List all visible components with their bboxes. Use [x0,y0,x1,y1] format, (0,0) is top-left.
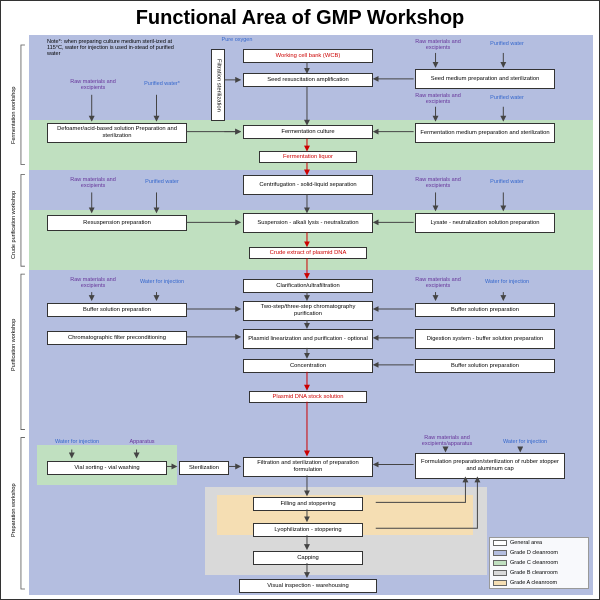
node-wcb: Working cell bank (WCB) [243,49,373,63]
diagram: Fermentation workshop Crude purification… [7,35,593,593]
rawapp-1: Raw materials and excipients/apparatus [407,435,487,447]
raw-1: Raw materials and excipients [407,39,469,51]
section-crude: Crude purification workshop [11,180,17,270]
node-formulation: Formulation preparation/sterilization of… [415,453,565,479]
raw-4: Raw materials and excipients [62,177,124,189]
legend-label: Grade B cleanroom [510,570,558,576]
legend-label: General area [510,540,542,546]
node-buffer-l: Buffer solution preparation [47,303,187,317]
page-title: Functional Area of GMP Workshop [1,1,599,32]
wfi-4: Water for injection [495,439,555,445]
legend-row: Grade B cleanroom [490,568,588,578]
node-buffer-r2: Buffer solution preparation [415,359,555,373]
pure-oxygen: Pure oxygen [207,37,267,43]
raw-5: Raw materials and excipients [407,177,469,189]
node-suspension: Suspension - alkali lysis - neutralizati… [243,213,373,233]
zone-grade-d-3 [29,270,593,435]
node-crude-extract: Crude extract of plasmid DNA [249,247,367,259]
node-plasmid-lin: Plasmid linearization and purification -… [243,329,373,349]
raw-6: Raw materials and excipients [62,277,124,289]
section-prep: Preparation workshop [11,455,17,565]
note: Note*: when preparing culture medium ste… [47,39,187,57]
node-ferm-med: Fermentation medium preparation and ster… [415,123,555,143]
node-lyoph: Lyophilization - stoppering [253,523,363,537]
node-vial-sort: Vial sorting - vial washing [47,461,167,475]
wfi-3: Water for injection [47,439,107,445]
raw-2: Raw materials and excipients [62,79,124,91]
node-ferm-liquor: Fermentation liquor [259,151,357,163]
node-plasmid-stock: Plasmid DNA stock solution [249,391,367,403]
raw-7: Raw materials and excipients [407,277,469,289]
node-sterilization: Sterilization [179,461,229,475]
node-digestion: Digestion system - buffer solution prepa… [415,329,555,349]
legend-row: Grade A cleanroom [490,578,588,588]
purw-3: Purified water [132,179,192,185]
node-ferm-culture: Fermentation culture [243,125,373,139]
legend-row: General area [490,538,588,548]
app-1: Apparatus [117,439,167,445]
legend-label: Grade A cleanroom [510,580,557,586]
purws-1: Purified water* [132,81,192,87]
section-ferm: Fermentation workshop [11,70,17,160]
wfi-1: Water for injection [132,279,192,285]
node-concentration: Concentration [243,359,373,373]
node-buffer-r: Buffer solution preparation [415,303,555,317]
node-lysate: Lysate - neutralization solution prepara… [415,213,555,233]
page: Functional Area of GMP Workshop Fermenta… [0,0,600,600]
node-seed-med: Seed medium preparation and sterilizatio… [415,69,555,89]
purw-4: Purified water [477,179,537,185]
node-chrom-filter: Chromatographic filter preconditioning [47,331,187,345]
node-defoamer: Defoamer/acid-based solution Preparation… [47,123,187,143]
node-resusp: Resuspension preparation [47,215,187,231]
node-filtration: Filtration and sterilization of preparat… [243,457,373,477]
raw-3: Raw materials and excipients [407,93,469,105]
node-centrif: Centrifugation - solid-liquid separation [243,175,373,195]
legend: General area Grade D cleanroom Grade C c… [489,537,589,589]
legend-row: Grade D cleanroom [490,548,588,558]
purw-2: Purified water [477,95,537,101]
legend-label: Grade C cleanroom [510,560,558,566]
node-visual: Visual inspection - warehousing [239,579,377,593]
purw-1: Purified water [477,41,537,47]
node-seed-resus: Seed resuscitation amplification [243,73,373,87]
node-clarif: Clarification/ultrafiltration [243,279,373,293]
node-capping: Capping [253,551,363,565]
section-purif: Purification workshop [11,290,17,400]
node-filling: Filling and stoppering [253,497,363,511]
node-filt-str: Filtration sterilization [211,49,225,121]
legend-row: Grade C cleanroom [490,558,588,568]
legend-label: Grade D cleanroom [510,550,558,556]
wfi-2: Water for injection [477,279,537,285]
node-two-step: Two-step/three-step chromatography purif… [243,301,373,321]
